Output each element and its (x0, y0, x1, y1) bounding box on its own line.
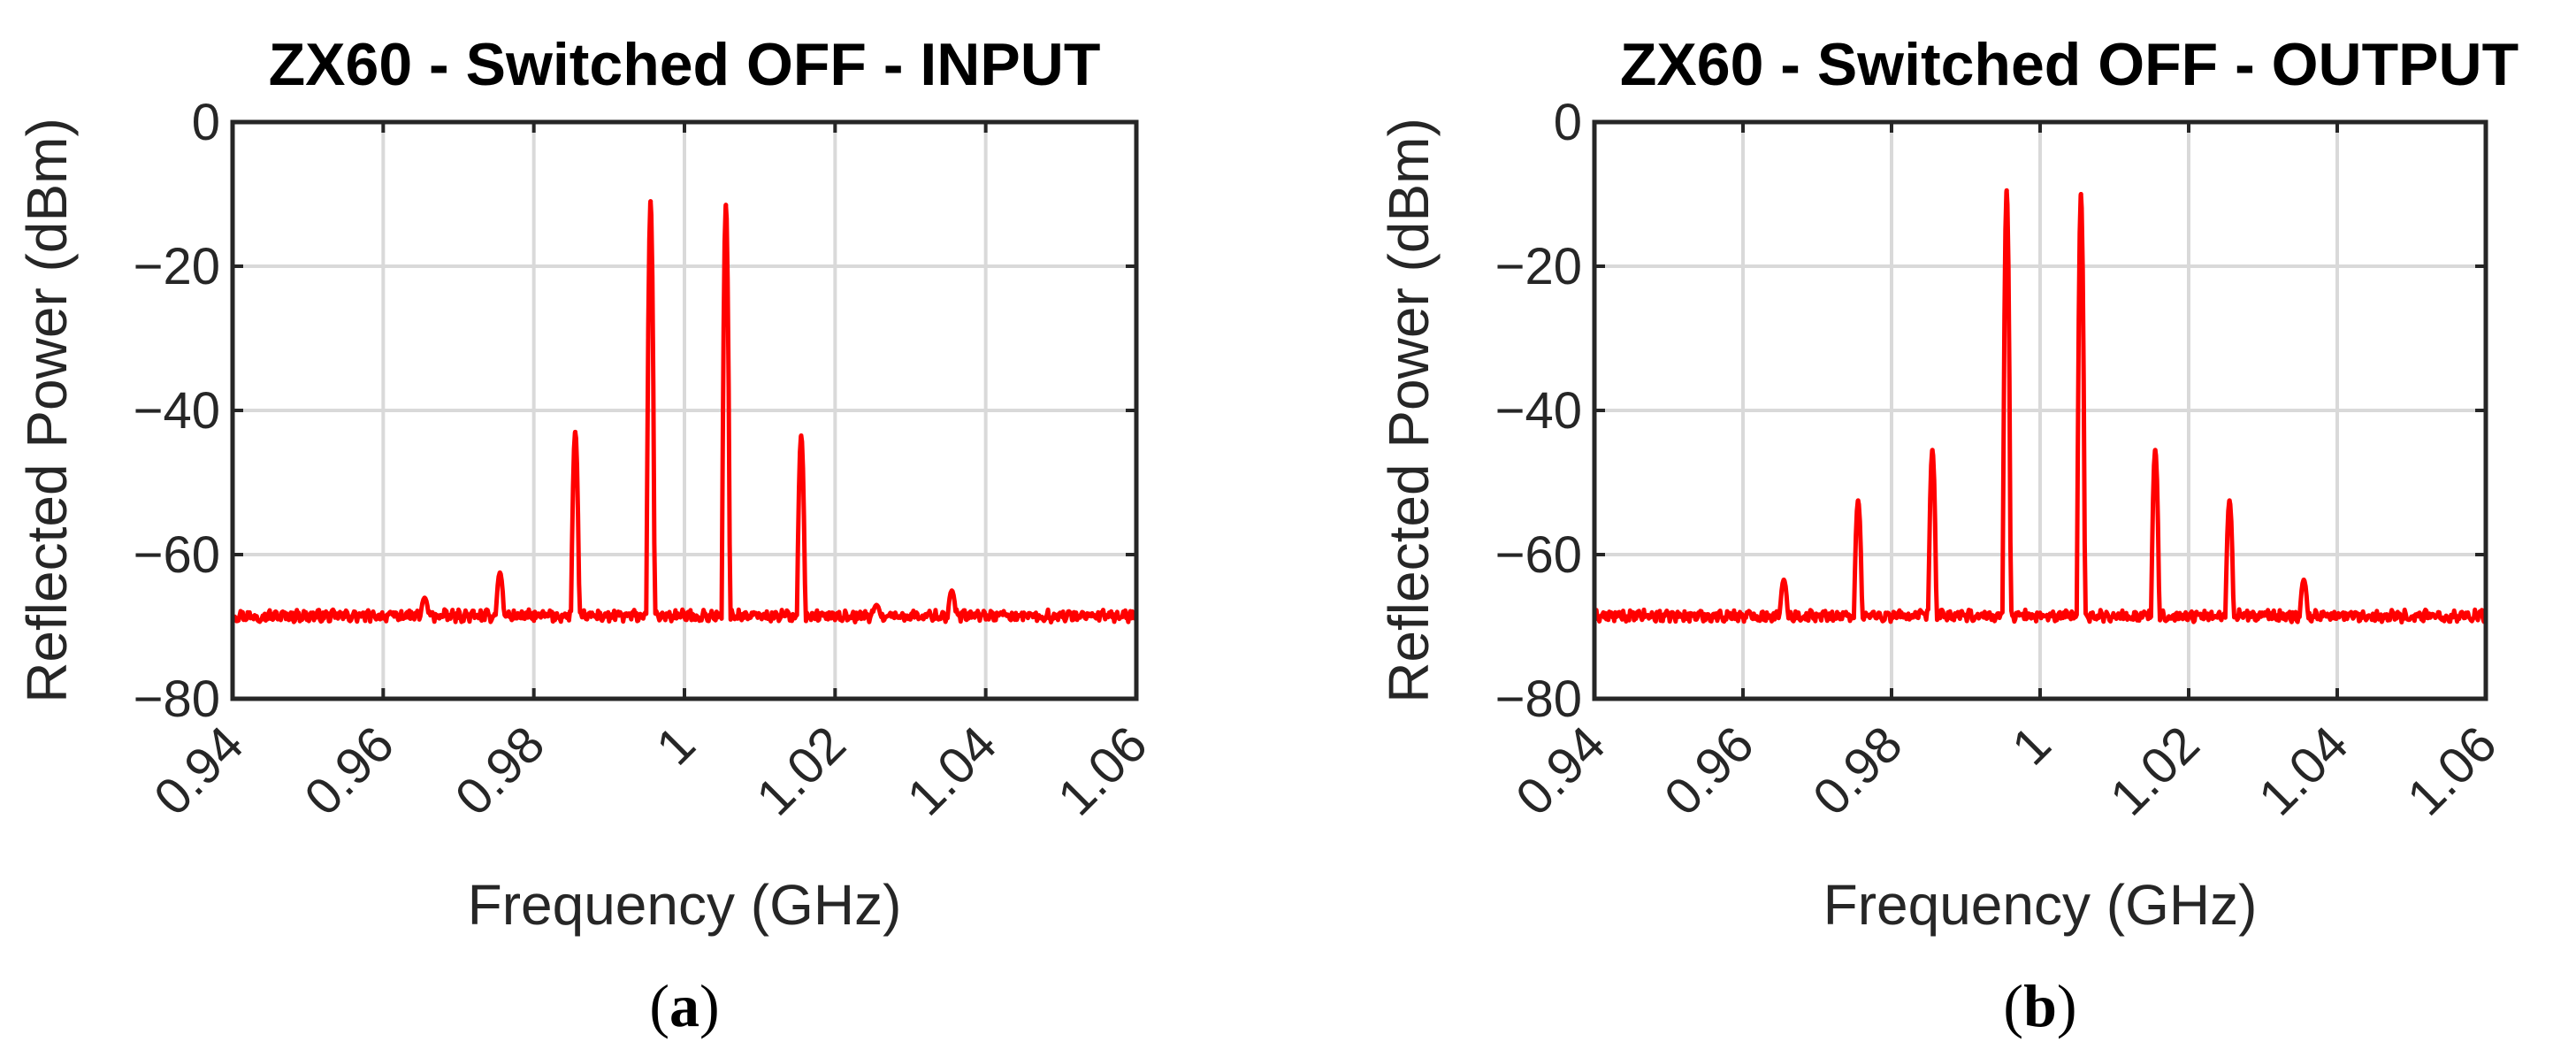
x-axis-label: Frequency (GHz) (468, 873, 902, 937)
axes-box (1592, 119, 2488, 701)
caption-letter: a (669, 972, 699, 1039)
series (1592, 188, 2488, 624)
peak-point (2152, 448, 2158, 453)
x-tick-label: 1.06 (2396, 716, 2508, 827)
caption-letter: b (2023, 972, 2057, 1039)
panel-caption: (b) (2003, 972, 2076, 1039)
chart-title: ZX60 - Switched OFF - INPUT (269, 31, 1101, 98)
peak-point (2004, 188, 2009, 193)
x-tick-label: 0.96 (294, 716, 405, 827)
caption-open: ( (649, 972, 669, 1039)
caption-close: ) (699, 972, 720, 1039)
y-tick-label: −20 (1495, 238, 1582, 295)
peak-point (1930, 448, 1935, 453)
x-tick-label: 0.94 (1505, 716, 1617, 827)
chart-panel-a: 0.94 0.96 0.98 1 1.02 1.04 1.06 0 −20 −40 −60 −80 Z… (15, 31, 1158, 1039)
series-line (1592, 188, 2488, 624)
x-tick-label: 1 (2001, 716, 2062, 777)
peak-point (723, 203, 729, 208)
series (231, 199, 1139, 624)
peak-point (422, 595, 427, 601)
x-tick-label: 1.04 (2248, 716, 2359, 827)
peak-point (874, 602, 879, 608)
caption-close: ) (2057, 972, 2077, 1039)
y-tick-label: −80 (1495, 670, 1582, 728)
y-axis-label: Reflected Power (dBm) (1377, 118, 1441, 703)
y-tick-label: −20 (134, 238, 220, 295)
x-tick-label: 1.02 (2099, 716, 2211, 827)
peak-point (2301, 578, 2306, 583)
y-tick-label: 0 (1554, 94, 1582, 151)
x-tick-label: 0.96 (1654, 716, 1765, 827)
x-tick-label: 1.02 (745, 716, 857, 827)
peak-point (1781, 578, 1786, 583)
x-tick-label: 1 (646, 716, 707, 777)
y-tick-label: −60 (1495, 526, 1582, 584)
x-tick-label: 1.04 (896, 716, 1007, 827)
chart-panel-b: 0.94 0.96 0.98 1 1.02 1.04 1.06 0 −20 −40 −60 −80 Z… (1377, 31, 2519, 1039)
panel-caption: (a) (649, 972, 719, 1039)
axes-box (230, 119, 1139, 701)
y-tick-label: −80 (134, 670, 220, 728)
peak-point (648, 199, 654, 204)
y-tick-label: −40 (1495, 382, 1582, 440)
peak-point (573, 429, 578, 434)
x-tick-label: 0.98 (444, 716, 555, 827)
y-axis-label: Reflected Power (dBm) (15, 118, 79, 703)
series-line (231, 199, 1139, 624)
x-tick-label: 0.98 (1802, 716, 1914, 827)
peak-point (949, 588, 954, 594)
peak-point (1855, 498, 1861, 503)
peak-point (2078, 192, 2083, 196)
x-axis-label: Frequency (GHz) (1823, 873, 2258, 937)
peak-point (497, 570, 502, 575)
peak-point (799, 433, 804, 439)
caption-open: ( (2003, 972, 2023, 1039)
y-tick-label: 0 (192, 94, 220, 151)
x-tick-label: 0.94 (143, 716, 255, 827)
x-tick-label: 1.06 (1047, 716, 1158, 827)
chart-title: ZX60 - Switched OFF - OUTPUT (1620, 31, 2519, 98)
y-tick-label: −40 (134, 382, 220, 440)
peak-point (2227, 498, 2232, 503)
y-tick-label: −60 (134, 526, 220, 584)
